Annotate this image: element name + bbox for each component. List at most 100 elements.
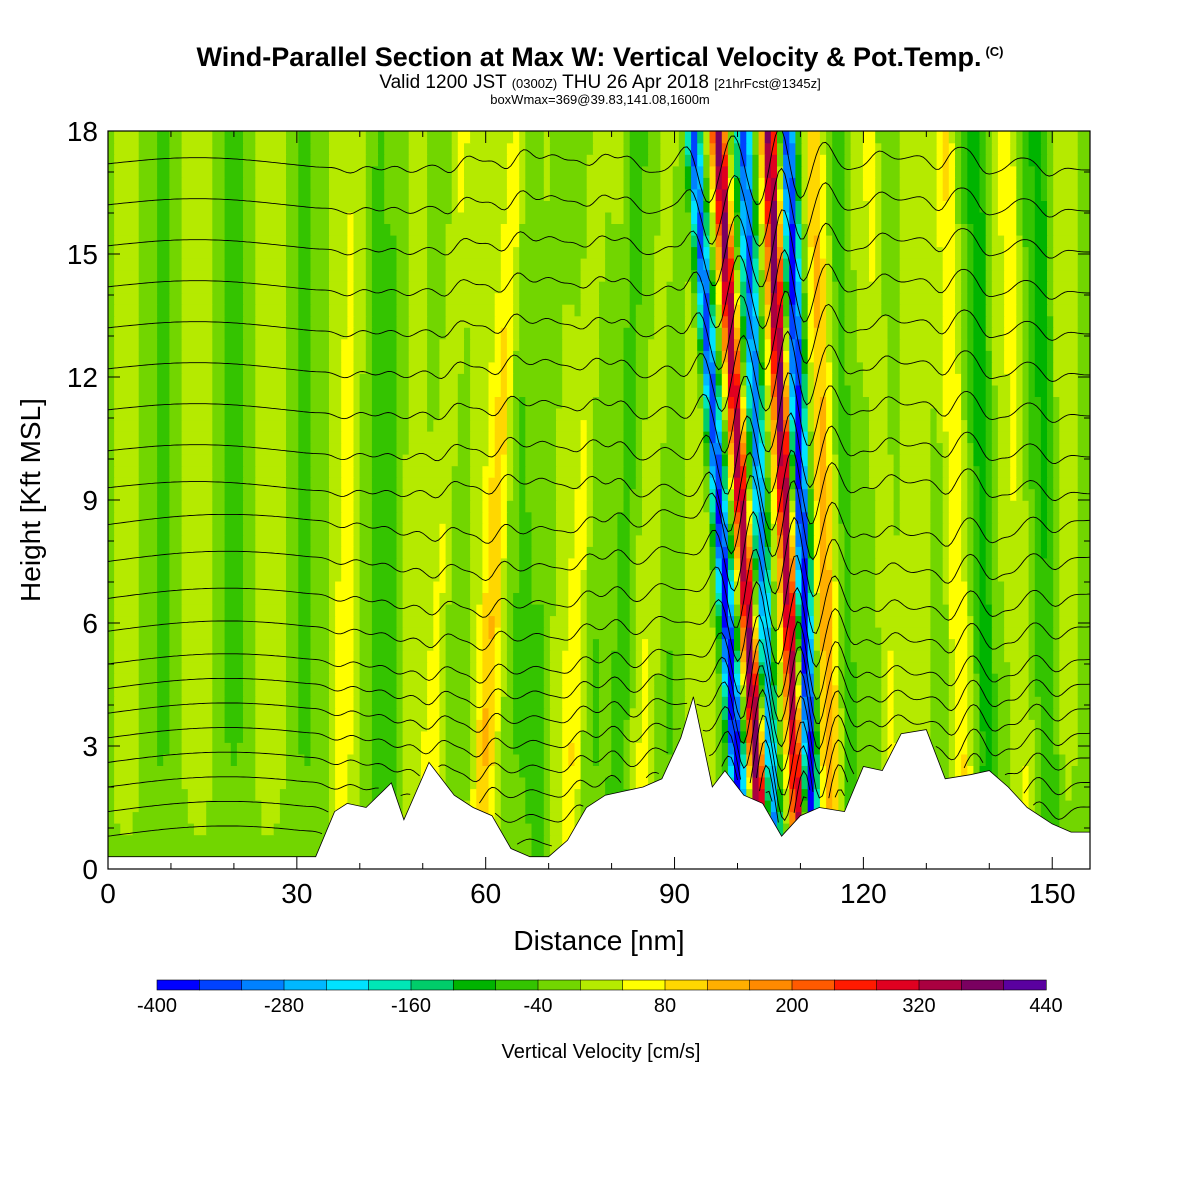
field-cell: [396, 649, 404, 663]
field-cell: [991, 488, 999, 501]
field-cell: [844, 776, 858, 790]
field-cell: [734, 603, 741, 617]
field-cell: [942, 500, 950, 513]
field-cell: [408, 246, 428, 259]
field-cell: [746, 742, 754, 755]
field-cell: [298, 442, 312, 455]
field-cell: [543, 188, 551, 201]
field-cell: [1022, 361, 1030, 374]
field-cell: [973, 476, 981, 490]
field-cell: [813, 742, 821, 755]
field-cell: [961, 234, 968, 248]
field-cell: [181, 280, 214, 294]
field-cell: [826, 188, 833, 201]
field-cell: [758, 465, 766, 478]
field-cell: [181, 165, 214, 178]
field-cell: [611, 753, 625, 766]
field-cell: [623, 765, 631, 778]
field-cell: [801, 673, 809, 686]
field-cell: [617, 626, 631, 640]
field-cell: [740, 500, 748, 513]
field-cell: [691, 165, 698, 178]
field-cell: [709, 200, 717, 213]
field-cell: [826, 719, 833, 732]
field-cell: [243, 223, 257, 236]
field-cell: [464, 188, 508, 201]
field-cell: [439, 673, 447, 686]
field-cell: [629, 753, 637, 766]
field-cell: [494, 696, 502, 709]
field-cell: [138, 350, 158, 363]
field-cell: [961, 384, 968, 397]
field-cell: [770, 603, 778, 617]
field-cell: [611, 684, 631, 697]
field-cell: [979, 742, 987, 755]
field-cell: [1077, 338, 1090, 351]
field-cell: [580, 442, 588, 455]
field-cell: [734, 465, 741, 478]
field-cell: [298, 304, 312, 317]
field-cell: [666, 707, 674, 720]
field-cell: [329, 580, 336, 593]
field-cell: [832, 799, 840, 813]
field-cell: [813, 730, 821, 743]
field-cell: [1077, 523, 1090, 536]
field-cell: [310, 742, 330, 755]
field-cell: [433, 603, 441, 617]
field-cell: [341, 407, 355, 421]
field-cell: [457, 373, 471, 386]
field-cell: [617, 615, 631, 628]
field-cell: [341, 350, 355, 363]
field-cell: [985, 246, 993, 259]
field-cell: [721, 384, 729, 397]
field-cell: [1004, 338, 1018, 351]
field-cell: [795, 592, 803, 605]
field-cell: [721, 730, 729, 743]
field-cell: [985, 523, 993, 536]
field-cell: [961, 453, 968, 467]
field-cell: [777, 707, 784, 720]
field-cell: [531, 580, 557, 593]
field-cell: [979, 696, 993, 709]
field-cell: [642, 649, 649, 663]
field-cell: [549, 822, 563, 836]
field-cell: [169, 131, 183, 144]
field-cell: [727, 442, 735, 455]
field-cell: [648, 661, 662, 674]
field-cell: [347, 269, 355, 282]
field-cell: [181, 569, 214, 582]
field-cell: [654, 684, 668, 697]
field-cell: [770, 776, 778, 790]
field-cell: [881, 142, 901, 155]
field-cell: [445, 673, 471, 686]
field-cell: [758, 292, 766, 305]
field-cell: [114, 165, 140, 178]
field-cell: [1034, 304, 1048, 317]
field-cell: [648, 361, 668, 374]
field-cell: [721, 523, 729, 536]
field-cell: [740, 246, 748, 259]
field-cell: [703, 188, 711, 201]
field-cell: [519, 280, 582, 294]
field-cell: [365, 338, 373, 351]
field-cell: [255, 131, 287, 144]
field-cell: [169, 569, 183, 582]
field-cell: [329, 638, 336, 651]
field-cell: [114, 292, 140, 305]
field-cell: [353, 534, 361, 547]
field-cell: [942, 280, 956, 294]
field-cell: [997, 211, 1018, 224]
field-cell: [212, 465, 226, 478]
field-cell: [1022, 177, 1036, 190]
field-cell: [114, 430, 140, 444]
field-cell: [353, 523, 361, 536]
field-cell: [1016, 280, 1024, 294]
field-cell: [684, 373, 698, 386]
field-cell: [298, 407, 312, 421]
field-cell: [1004, 580, 1030, 593]
field-cell: [138, 511, 158, 524]
field-cell: [347, 315, 355, 328]
field-cell: [740, 615, 748, 628]
field-cell: [396, 730, 404, 743]
field-cell: [813, 453, 821, 467]
